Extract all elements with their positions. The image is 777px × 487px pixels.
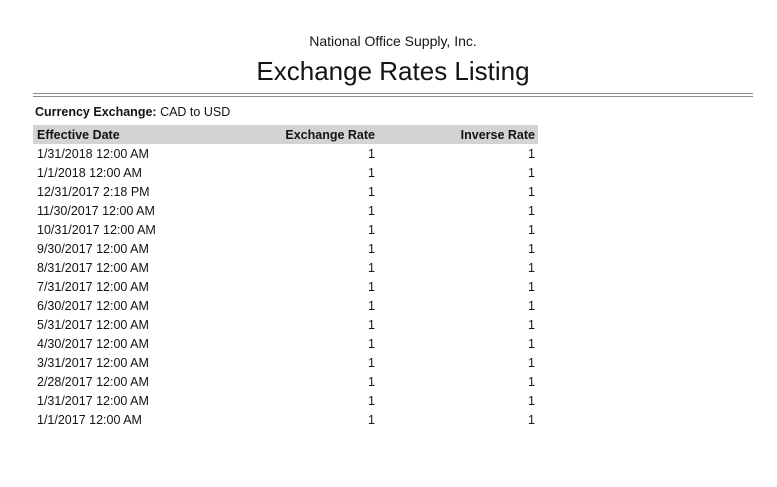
effective-date-cell: 9/30/2017 12:00 AM	[37, 241, 149, 256]
table-row: 1/1/2018 12:00 AM 1 1	[33, 163, 538, 182]
company-name: National Office Supply, Inc.	[309, 33, 477, 49]
table-row: 5/31/2017 12:00 AM 1 1	[33, 315, 538, 334]
table-row: 7/31/2017 12:00 AM 1 1	[33, 277, 538, 296]
table-row: 8/31/2017 12:00 AM 1 1	[33, 258, 538, 277]
inverse-rate-cell: 1	[528, 203, 535, 218]
exchange-rate-cell: 1	[368, 412, 375, 427]
inverse-rate-cell: 1	[528, 336, 535, 351]
inverse-rate-cell: 1	[528, 317, 535, 332]
table-row: 2/28/2017 12:00 AM 1 1	[33, 372, 538, 391]
table-row: 11/30/2017 12:00 AM 1 1	[33, 201, 538, 220]
inverse-rate-cell: 1	[528, 298, 535, 313]
exchange-rate-cell: 1	[368, 146, 375, 161]
table-row: 6/30/2017 12:00 AM 1 1	[33, 296, 538, 315]
report-page: National Office Supply, Inc. Exchange Ra…	[0, 34, 777, 429]
inverse-rate-cell: 1	[528, 279, 535, 294]
title-divider	[33, 93, 753, 97]
effective-date-cell: 3/31/2017 12:00 AM	[37, 355, 149, 370]
exchange-rate-cell: 1	[368, 298, 375, 313]
inverse-rate-cell: 1	[528, 374, 535, 389]
effective-date-cell: 1/31/2017 12:00 AM	[37, 393, 149, 408]
exchange-rate-cell: 1	[368, 393, 375, 408]
table-row: 1/1/2017 12:00 AM 1 1	[33, 410, 538, 429]
table-body: 1/31/2018 12:00 AM 1 1 1/1/2018 12:00 AM…	[33, 144, 538, 429]
effective-date-cell: 4/30/2017 12:00 AM	[37, 336, 149, 351]
table-row: 3/31/2017 12:00 AM 1 1	[33, 353, 538, 372]
inverse-rate-cell: 1	[528, 146, 535, 161]
report-header: National Office Supply, Inc. Exchange Ra…	[33, 33, 753, 86]
effective-date-cell: 8/31/2017 12:00 AM	[37, 260, 149, 275]
currency-exchange-line: Currency Exchange: CAD to USD	[35, 105, 777, 119]
table-header-row: Effective Date Exchange Rate Inverse Rat…	[33, 125, 538, 144]
effective-date-cell: 5/31/2017 12:00 AM	[37, 317, 149, 332]
exchange-rate-cell: 1	[368, 374, 375, 389]
table-row: 12/31/2017 2:18 PM 1 1	[33, 182, 538, 201]
table-row: 10/31/2017 12:00 AM 1 1	[33, 220, 538, 239]
effective-date-cell: 1/1/2018 12:00 AM	[37, 165, 142, 180]
effective-date-cell: 10/31/2017 12:00 AM	[37, 222, 156, 237]
column-header-inverse-rate: Inverse Rate	[378, 125, 538, 144]
inverse-rate-cell: 1	[528, 184, 535, 199]
inverse-rate-cell: 1	[528, 412, 535, 427]
effective-date-cell: 12/31/2017 2:18 PM	[37, 184, 150, 199]
exchange-rate-cell: 1	[368, 203, 375, 218]
table-row: 1/31/2018 12:00 AM 1 1	[33, 144, 538, 163]
effective-date-cell: 7/31/2017 12:00 AM	[37, 279, 149, 294]
table-row: 1/31/2017 12:00 AM 1 1	[33, 391, 538, 410]
effective-date-cell: 6/30/2017 12:00 AM	[37, 298, 149, 313]
exchange-rate-cell: 1	[368, 222, 375, 237]
inverse-rate-cell: 1	[528, 393, 535, 408]
inverse-rate-cell: 1	[528, 260, 535, 275]
column-header-exchange-rate: Exchange Rate	[243, 125, 378, 144]
effective-date-cell: 11/30/2017 12:00 AM	[37, 203, 155, 218]
table-row: 4/30/2017 12:00 AM 1 1	[33, 334, 538, 353]
report-title: Exchange Rates Listing	[256, 56, 530, 86]
exchange-rate-cell: 1	[368, 241, 375, 256]
currency-exchange-label: Currency Exchange:	[35, 105, 157, 119]
inverse-rate-cell: 1	[528, 165, 535, 180]
exchange-rate-cell: 1	[368, 279, 375, 294]
inverse-rate-cell: 1	[528, 241, 535, 256]
inverse-rate-cell: 1	[528, 222, 535, 237]
exchange-rate-cell: 1	[368, 165, 375, 180]
exchange-rate-cell: 1	[368, 260, 375, 275]
effective-date-cell: 1/1/2017 12:00 AM	[37, 412, 142, 427]
exchange-rates-table: Effective Date Exchange Rate Inverse Rat…	[33, 125, 538, 429]
column-header-effective-date: Effective Date	[33, 125, 243, 144]
exchange-rate-cell: 1	[368, 184, 375, 199]
exchange-rate-cell: 1	[368, 355, 375, 370]
exchange-rate-cell: 1	[368, 317, 375, 332]
effective-date-cell: 1/31/2018 12:00 AM	[37, 146, 149, 161]
effective-date-cell: 2/28/2017 12:00 AM	[37, 374, 149, 389]
currency-exchange-value: CAD to USD	[160, 105, 231, 119]
exchange-rate-cell: 1	[368, 336, 375, 351]
table-row: 9/30/2017 12:00 AM 1 1	[33, 239, 538, 258]
inverse-rate-cell: 1	[528, 355, 535, 370]
